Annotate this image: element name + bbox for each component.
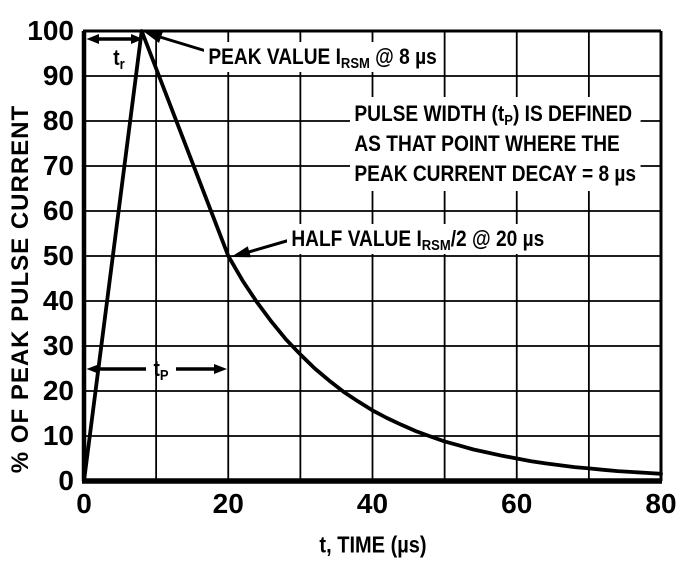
peak-value-annotation: PEAK VALUE IRSM @ 8 µs	[204, 42, 442, 73]
half-value-pointer-arrow	[231, 238, 291, 258]
half-annotation-sub: RSM	[421, 237, 451, 255]
rise-time-label: tr	[113, 45, 125, 74]
y-tick-label: 60	[42, 195, 74, 226]
rise-time-label-base: t	[113, 45, 120, 70]
pulse-width-label-base: t	[153, 356, 160, 381]
y-tick-label: 0	[58, 465, 74, 496]
x-tick-label: 80	[645, 488, 677, 519]
y-tick-label: 20	[42, 375, 74, 406]
pulse-width-label: tP	[153, 356, 169, 385]
pulse-width-arrow-left	[86, 364, 146, 374]
pulse-width-label-sub: P	[159, 367, 169, 385]
pulse-width-arrow-right	[176, 364, 227, 374]
x-tick-label: 60	[501, 488, 533, 519]
half-annotation-post: /2 @ 20 µs	[450, 226, 545, 251]
pw-line1-sub: P	[504, 112, 513, 130]
pw-line1-pre: PULSE WIDTH (t	[354, 101, 505, 126]
y-tick-label: 10	[42, 420, 74, 451]
x-tick-label: 40	[356, 488, 389, 519]
half-annotation-pre: HALF VALUE I	[291, 226, 422, 251]
x-axis-title: t, TIME (µs)	[319, 531, 427, 558]
pulse-width-note-line2: AS THAT POINT WHERE THE	[354, 131, 620, 156]
peak-annotation-post: @ 8 µs	[369, 44, 437, 69]
peak-pointer-arrow	[143, 31, 207, 53]
y-tick-label: 100	[27, 15, 74, 46]
y-tick-label: 50	[42, 240, 74, 271]
y-tick-label: 70	[42, 150, 74, 181]
pulse-width-note-line3: PEAK CURRENT DECAY = 8 µs	[354, 161, 637, 186]
y-tick-label: 90	[42, 60, 74, 91]
pulse-width-note: PULSE WIDTH (tP) IS DEFINED AS THAT POIN…	[350, 97, 641, 191]
x-tick-label: 0	[76, 488, 92, 519]
waveform-curve	[82, 29, 663, 483]
pw-line1-post: ) IS DEFINED	[512, 101, 633, 126]
rise-time-arrow	[86, 34, 143, 44]
annotation-arrows	[86, 31, 291, 374]
y-tick-label: 40	[42, 285, 74, 316]
peak-annotation-sub: RSM	[340, 55, 370, 73]
y-tick-label: 30	[42, 330, 74, 361]
x-tick-label: 20	[212, 488, 244, 519]
rise-time-label-sub: r	[119, 56, 125, 74]
peak-annotation-pre: PEAK VALUE I	[208, 44, 341, 69]
half-value-annotation: HALF VALUE IRSM/2 @ 20 µs	[287, 224, 549, 254]
pulse-width-note-line1: PULSE WIDTH (tP) IS DEFINED	[354, 99, 636, 129]
y-tick-label: 80	[42, 105, 74, 136]
